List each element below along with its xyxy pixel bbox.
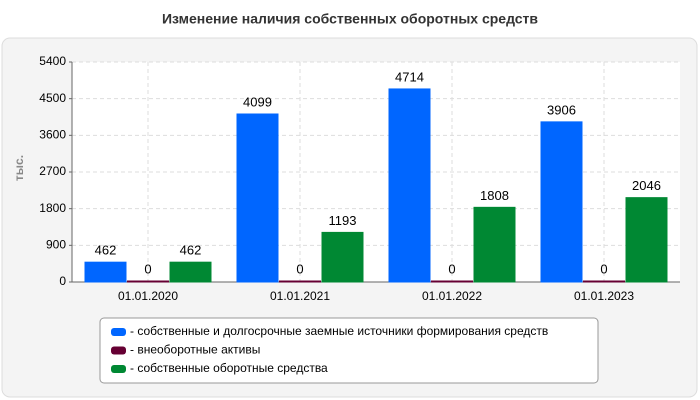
y-tick-label: 5400 bbox=[39, 54, 66, 68]
value-label: 4099 bbox=[243, 94, 272, 109]
bar bbox=[279, 280, 321, 283]
bar bbox=[625, 197, 668, 283]
chart-title: Изменение наличия собственных оборотных … bbox=[162, 11, 538, 27]
legend bbox=[99, 317, 599, 384]
x-tick-label: 01.01.2020 bbox=[118, 289, 178, 303]
bar bbox=[236, 113, 279, 283]
y-tick-label: 4500 bbox=[39, 91, 66, 105]
value-label: 462 bbox=[180, 243, 202, 258]
value-label: 462 bbox=[95, 243, 117, 258]
legend-swatch bbox=[111, 328, 126, 336]
y-tick-label: 900 bbox=[46, 238, 66, 252]
x-tick-label: 01.01.2021 bbox=[270, 289, 330, 303]
y-tick-label: 1800 bbox=[39, 201, 66, 215]
bar bbox=[388, 88, 431, 283]
bar bbox=[431, 280, 473, 283]
legend-label: - собственные и долгосрочные заемные ист… bbox=[130, 324, 548, 338]
value-label: 0 bbox=[600, 261, 607, 276]
value-label: 1808 bbox=[480, 188, 509, 203]
y-tick-label: 3600 bbox=[39, 128, 66, 142]
value-label: 2046 bbox=[632, 178, 661, 193]
value-label: 4714 bbox=[395, 69, 424, 84]
y-tick-label: 0 bbox=[59, 274, 66, 288]
bar bbox=[84, 261, 127, 283]
legend-swatch bbox=[111, 346, 126, 355]
legend-label: - внеоборотные активы bbox=[130, 343, 260, 357]
y-tick-label: 2700 bbox=[39, 164, 66, 178]
bar bbox=[321, 231, 364, 283]
value-label: 0 bbox=[296, 261, 303, 276]
bar bbox=[127, 280, 169, 283]
x-tick-label: 01.01.2022 bbox=[422, 289, 482, 303]
value-label: 0 bbox=[144, 261, 151, 276]
y-axis-label: тыс. bbox=[12, 155, 26, 181]
value-label: 0 bbox=[448, 261, 455, 276]
legend-label: - собственные оборотные средства bbox=[130, 361, 328, 375]
value-label: 3906 bbox=[547, 102, 576, 117]
bar bbox=[169, 261, 212, 283]
x-tick-label: 01.01.2023 bbox=[574, 289, 634, 303]
bar bbox=[583, 280, 625, 283]
bar bbox=[540, 121, 583, 283]
value-label: 1193 bbox=[329, 213, 357, 228]
bar bbox=[473, 206, 516, 283]
legend-swatch bbox=[111, 365, 126, 373]
